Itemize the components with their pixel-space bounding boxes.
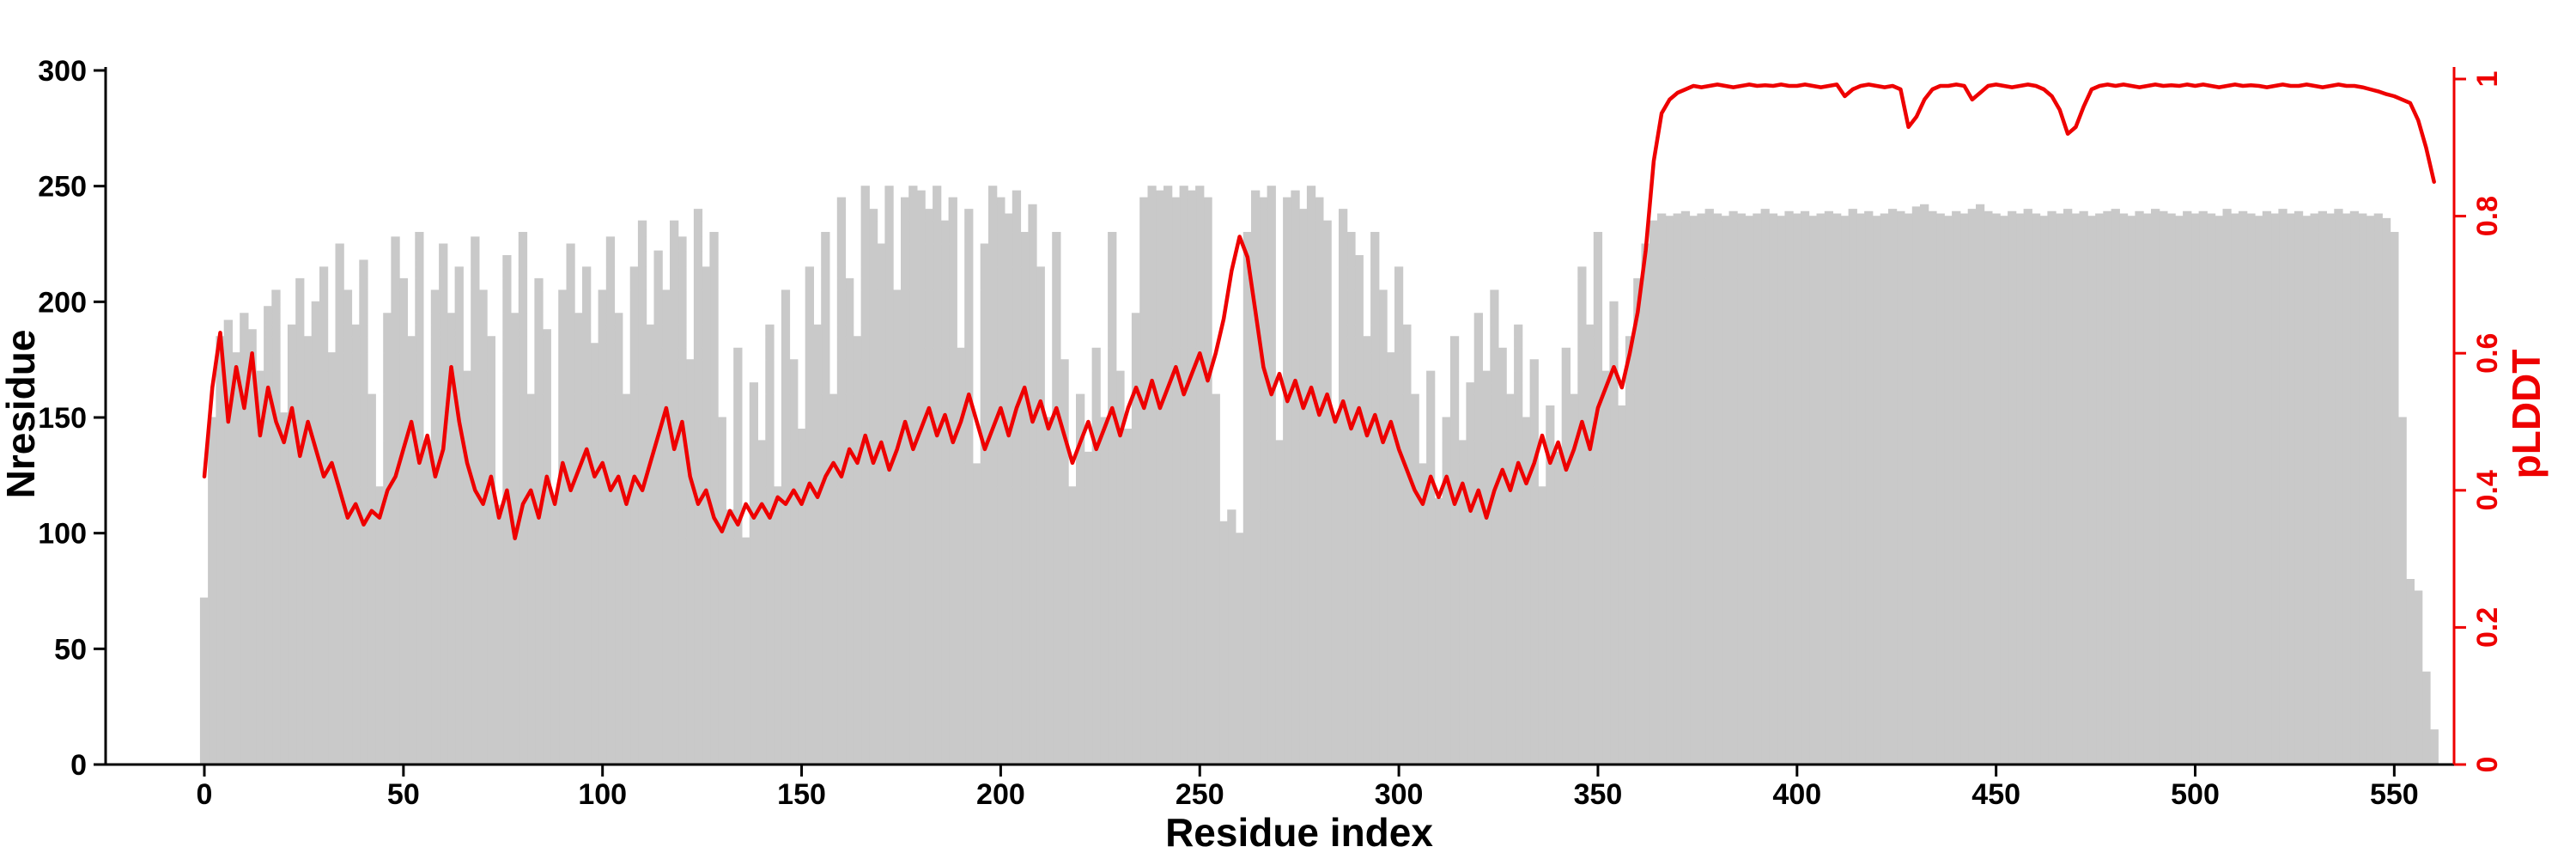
x-tick-label: 50 [387,778,420,811]
left-tick-label: 150 [38,402,87,435]
left-axis-ticks: 0 50 100 150 200 250 300 [38,55,106,782]
right-tick-label: 0.6 [2471,333,2504,374]
right-axis-ticks: 0 0.2 0.4 0.6 0.8 1 [2454,71,2504,773]
bars-series-nresidue [199,186,2439,765]
right-tick-label: 0.2 [2471,607,2504,648]
x-tick-label: 400 [1772,778,1821,811]
x-tick-label: 300 [1375,778,1424,811]
left-tick-label: 0 [70,749,87,782]
right-tick-label: 0.4 [2471,470,2504,510]
left-tick-label: 250 [38,171,87,204]
x-tick-label: 100 [578,778,627,811]
x-tick-label: 0 [197,778,213,811]
right-axis-title: pLDDT [2504,350,2549,479]
x-tick-label: 250 [1176,778,1224,811]
x-tick-label: 450 [1971,778,2020,811]
left-tick-label: 100 [38,518,87,551]
left-tick-label: 50 [54,633,87,666]
x-tick-label: 550 [2370,778,2419,811]
x-axis-title: Residue index [1165,810,1433,855]
left-axis-title: Nresidue [0,330,43,499]
right-tick-label: 0 [2471,757,2504,773]
x-tick-label: 200 [976,778,1025,811]
x-tick-label: 350 [1574,778,1623,811]
left-tick-label: 200 [38,286,87,319]
x-tick-label: 150 [777,778,826,811]
left-tick-label: 300 [38,55,87,88]
right-tick-label: 0.8 [2471,196,2504,236]
right-tick-label: 1 [2471,71,2504,88]
x-tick-label: 500 [2171,778,2220,811]
x-axis-ticks: 0 50 100 150 200 250 300 350 400 450 500 550 [197,765,2419,811]
plddt-line-series [202,82,2436,540]
